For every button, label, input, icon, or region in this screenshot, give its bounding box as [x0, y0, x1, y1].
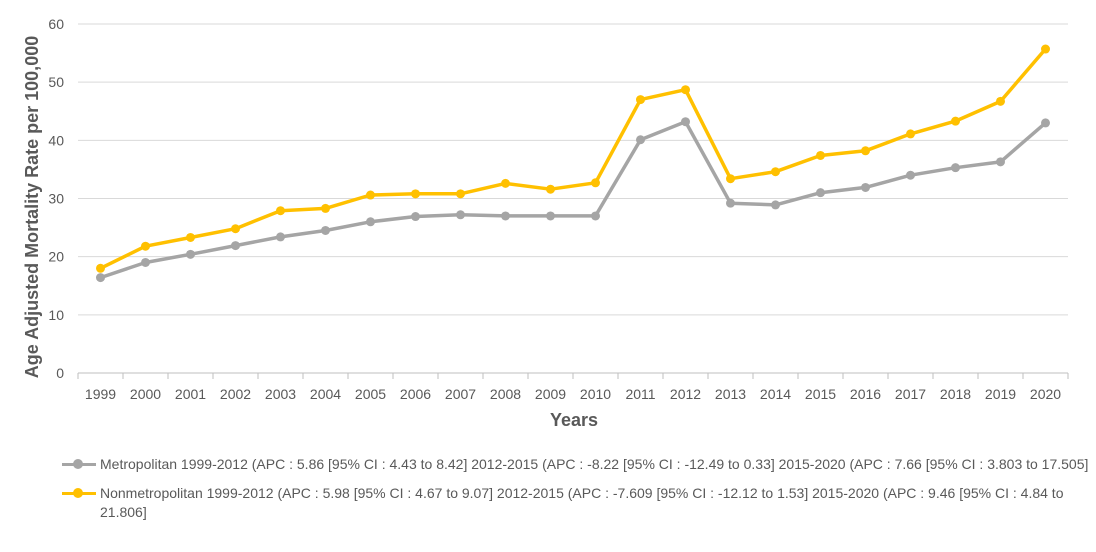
- x-tick-label-2015: 2015: [805, 386, 836, 402]
- legend-label-metropolitan: Metropolitan 1999-2012 (APC : 5.86 [95% …: [100, 456, 1089, 472]
- data-point-1-2003: [276, 206, 285, 216]
- x-tick-label-2006: 2006: [400, 386, 431, 402]
- data-point-0-2015: [816, 188, 825, 198]
- x-tick-label-2017: 2017: [895, 386, 926, 402]
- x-tick-label-2004: 2004: [310, 386, 341, 402]
- data-point-1-2012: [681, 85, 690, 95]
- data-point-1-2002: [231, 224, 240, 234]
- data-point-1-2020: [1041, 44, 1050, 54]
- data-point-1-2017: [906, 129, 915, 139]
- x-tick-label-2012: 2012: [670, 386, 701, 402]
- data-point-0-2010: [591, 211, 600, 221]
- x-tick-label-2018: 2018: [940, 386, 971, 402]
- x-tick-label-2020: 2020: [1030, 386, 1061, 402]
- x-axis: [77, 372, 1069, 379]
- data-point-1-2001: [186, 232, 195, 242]
- data-point-0-2005: [366, 217, 375, 227]
- series-line-1: [99, 47, 1047, 270]
- data-point-1-2004: [321, 203, 330, 213]
- data-point-0-2004: [321, 225, 330, 235]
- series-lines: [99, 47, 1047, 280]
- x-tick-label-2013: 2013: [715, 386, 746, 402]
- y-tick-label-60: 60: [48, 16, 64, 32]
- legend-item-nonmetropolitan: Nonmetropolitan 1999-2012 (APC : 5.98 [9…: [60, 484, 1090, 522]
- data-point-0-2001: [186, 249, 195, 259]
- data-point-0-2011: [636, 135, 645, 145]
- data-point-1-2000: [141, 241, 150, 251]
- x-tick-label-2009: 2009: [535, 386, 566, 402]
- series-points: [96, 44, 1050, 283]
- x-tick-label-2000: 2000: [130, 386, 161, 402]
- y-axis-ticks: 0 10 20 30 40 50 60: [48, 16, 64, 381]
- legend-swatch-nonmetropolitan: [60, 487, 98, 499]
- data-point-1-1999: [96, 263, 105, 273]
- y-tick-label-50: 50: [48, 74, 64, 90]
- legend-item-metropolitan: Metropolitan 1999-2012 (APC : 5.86 [95% …: [60, 455, 1090, 474]
- x-tick-label-2008: 2008: [490, 386, 521, 402]
- data-point-1-2006: [411, 189, 420, 199]
- series-line-0: [99, 119, 1047, 280]
- data-point-0-2016: [861, 182, 870, 192]
- x-tick-label-2001: 2001: [175, 386, 206, 402]
- data-point-1-2007: [456, 189, 465, 199]
- data-point-0-2008: [501, 211, 510, 221]
- data-point-0-2007: [456, 210, 465, 220]
- y-tick-label-0: 0: [56, 365, 64, 381]
- data-point-0-2017: [906, 170, 915, 180]
- y-tick-label-20: 20: [48, 249, 64, 265]
- data-point-1-2016: [861, 146, 870, 156]
- data-point-1-2014: [771, 167, 780, 177]
- data-point-1-2009: [546, 184, 555, 194]
- data-point-0-2006: [411, 212, 420, 222]
- data-point-1-2005: [366, 190, 375, 200]
- x-tick-label-1999: 1999: [85, 386, 116, 402]
- gridlines: [78, 23, 1068, 316]
- data-point-0-2013: [726, 198, 735, 208]
- x-axis-ticks: 1999 2000 2001 2002 2003 2004 2005 2006 2007 2008…: [85, 386, 1061, 402]
- legend: Metropolitan 1999-2012 (APC : 5.86 [95% …: [60, 455, 1090, 532]
- data-point-0-2018: [951, 163, 960, 173]
- x-tick-label-2014: 2014: [760, 386, 791, 402]
- data-point-0-2000: [141, 257, 150, 267]
- legend-label-nonmetropolitan: Nonmetropolitan 1999-2012 (APC : 5.98 [9…: [100, 485, 1064, 520]
- data-point-1-2010: [591, 178, 600, 188]
- x-tick-label-2003: 2003: [265, 386, 296, 402]
- x-tick-label-2019: 2019: [985, 386, 1016, 402]
- x-tick-label-2011: 2011: [625, 386, 655, 402]
- data-point-1-2019: [996, 96, 1005, 106]
- data-point-1-2011: [636, 95, 645, 105]
- data-point-1-2018: [951, 116, 960, 126]
- x-tick-label-2016: 2016: [850, 386, 881, 402]
- x-axis-title: Years: [550, 410, 598, 430]
- x-tick-label-2005: 2005: [355, 386, 386, 402]
- x-tick-label-2010: 2010: [580, 386, 611, 402]
- data-point-0-2002: [231, 241, 240, 251]
- x-tick-label-2002: 2002: [220, 386, 251, 402]
- y-tick-label-40: 40: [48, 132, 64, 148]
- data-point-0-2009: [546, 211, 555, 221]
- y-tick-label-30: 30: [48, 191, 64, 207]
- data-point-1-2013: [726, 174, 735, 184]
- data-point-0-2003: [276, 232, 285, 242]
- data-point-0-2014: [771, 200, 780, 210]
- data-point-0-2020: [1041, 118, 1050, 128]
- data-point-1-2015: [816, 150, 825, 160]
- y-tick-label-10: 10: [48, 307, 64, 323]
- x-tick-label-2007: 2007: [445, 386, 476, 402]
- data-point-0-2019: [996, 157, 1005, 167]
- legend-swatch-metropolitan: [60, 458, 98, 470]
- data-point-0-1999: [96, 273, 105, 283]
- y-axis-title: Age Adjusted Mortality Rate per 100,000: [22, 36, 42, 378]
- data-point-0-2012: [681, 117, 690, 127]
- data-point-1-2008: [501, 178, 510, 188]
